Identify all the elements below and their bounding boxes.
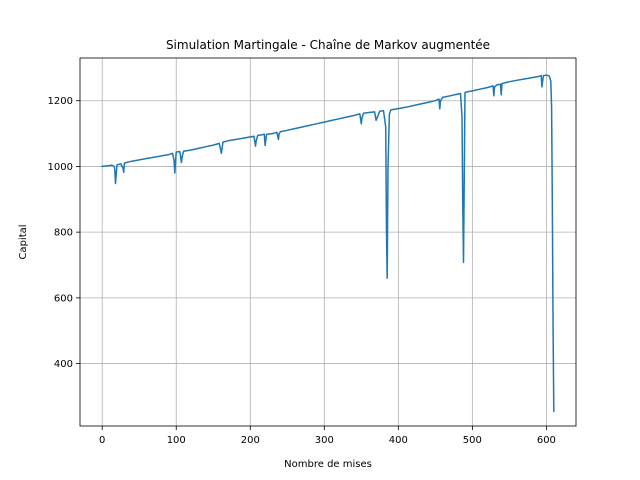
x-tick-label: 0 <box>99 435 105 446</box>
capital-series-line <box>101 74 555 412</box>
plot-frame <box>79 57 577 427</box>
x-axis-title: Nombre de mises <box>284 459 372 470</box>
y-tick-label: 600 <box>54 293 73 304</box>
grid-lines <box>80 58 576 426</box>
x-tick-label: 100 <box>167 435 186 446</box>
x-tick-label: 200 <box>241 435 260 446</box>
y-tick-label: 1200 <box>48 96 73 107</box>
x-tick-label: 300 <box>315 435 334 446</box>
y-tick-label: 400 <box>54 359 73 370</box>
x-tick-label: 400 <box>389 435 408 446</box>
x-tick-label: 600 <box>537 435 556 446</box>
y-axis-title: Capital <box>18 224 29 259</box>
x-tick-label: 500 <box>463 435 482 446</box>
series-layer <box>101 74 555 412</box>
y-tick-label: 1000 <box>48 162 73 173</box>
y-tick-label: 800 <box>54 228 73 239</box>
tick-layer: 0 100 200 300 400 500 600 400 600 800 1000 1200 <box>48 96 556 446</box>
chart-title: Simulation Martingale - Chaîne de Markov… <box>166 38 490 52</box>
